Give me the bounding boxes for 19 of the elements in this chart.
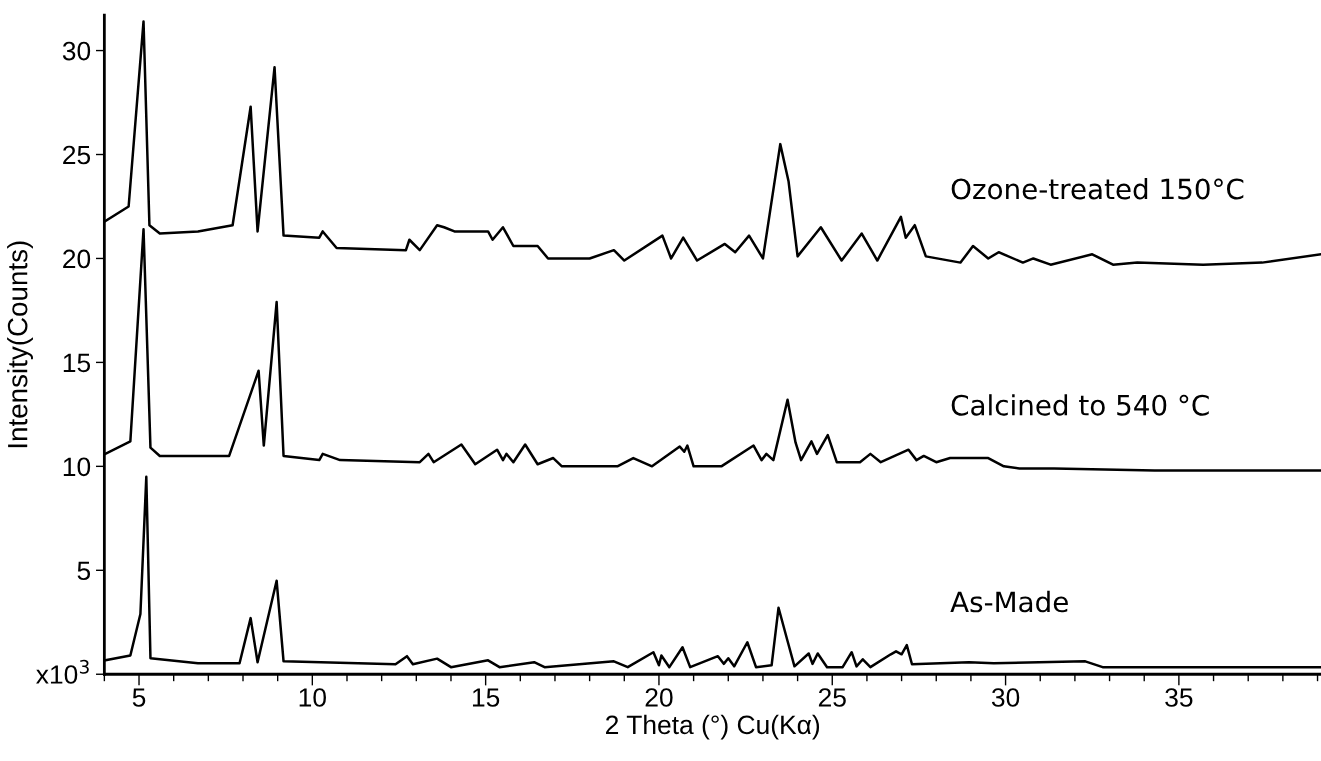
y-tick-label: 20 <box>63 249 91 269</box>
y-tick-label: 10 <box>63 457 91 477</box>
x-tick-label: 10 <box>299 688 326 707</box>
x-tick-label: 5 <box>132 688 146 707</box>
x-axis-title: 2 Theta (°) Cu(Kα) <box>606 714 820 740</box>
y-tick-label: 25 <box>63 145 91 165</box>
x-tick-label: 35 <box>1165 688 1193 707</box>
y-axis-title: Intensity(Counts) <box>7 241 33 448</box>
series-label: As-Made <box>950 590 1068 613</box>
series-label: Calcined to 540 °C <box>951 394 1209 416</box>
series-label: Ozone-treated 150°C <box>951 177 1244 200</box>
y-tick-label: 15 <box>63 353 91 373</box>
y-tick-label: x10$^{3}$ <box>36 659 89 684</box>
x-tick-label: 25 <box>818 688 846 707</box>
x-tick-label: 15 <box>472 688 500 707</box>
y-tick-label: 5 <box>77 561 91 581</box>
y-tick-label: 30 <box>62 41 91 61</box>
x-tick-label: 30 <box>991 688 1020 707</box>
x-tick-label: 20 <box>645 688 673 707</box>
